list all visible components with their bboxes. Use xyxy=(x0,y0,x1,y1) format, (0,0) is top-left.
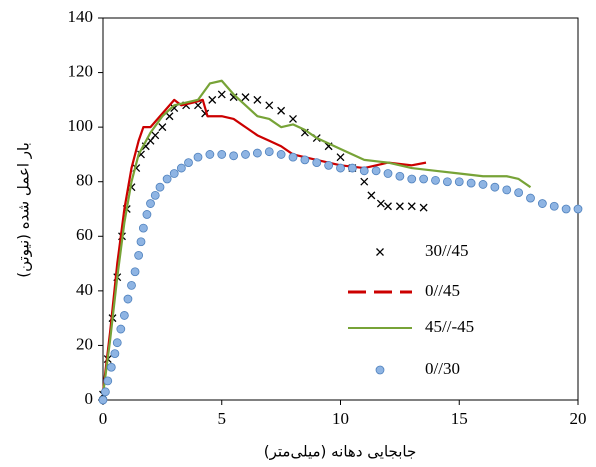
circle-marker xyxy=(324,160,334,170)
circle-marker xyxy=(106,362,116,372)
circle-marker xyxy=(110,349,120,359)
x-marker xyxy=(419,203,428,212)
x-marker xyxy=(360,177,369,186)
x-axis-label: جابجایی دهانه (میلی‌متر) xyxy=(264,443,416,461)
circle-marker xyxy=(100,387,110,397)
circle-marker xyxy=(502,185,512,195)
circle-marker xyxy=(229,151,239,161)
y-tick-label: 0 xyxy=(85,389,94,408)
circle-marker xyxy=(347,163,357,173)
circle-marker xyxy=(252,148,262,158)
legend-label: 0//45 xyxy=(425,281,460,300)
circle-marker xyxy=(383,169,393,178)
circle-marker xyxy=(490,182,500,192)
circle-marker xyxy=(241,150,250,159)
x-marker xyxy=(367,191,376,200)
circle-marker xyxy=(537,199,547,208)
circle-marker xyxy=(454,177,464,187)
circle-marker xyxy=(217,150,227,159)
legend-label: 0//30 xyxy=(425,359,460,378)
y-axis-label: بار اعمل شده (نیوتن) xyxy=(15,142,33,278)
circle-marker xyxy=(119,311,129,320)
circle-marker xyxy=(375,365,385,375)
circle-marker xyxy=(561,204,571,214)
circle-marker xyxy=(116,324,126,334)
y-tick-label: 140 xyxy=(68,7,94,26)
x-marker xyxy=(336,153,345,162)
circle-marker xyxy=(359,166,369,176)
x-tick-label: 15 xyxy=(451,409,468,428)
series-line xyxy=(101,79,532,395)
y-tick-label: 100 xyxy=(68,116,94,135)
plot-frame xyxy=(102,17,579,401)
circle-marker xyxy=(103,376,113,386)
circle-marker xyxy=(407,174,417,184)
circle-marker xyxy=(336,163,345,173)
circle-marker xyxy=(573,204,583,214)
circle-marker xyxy=(112,338,122,348)
circle-marker xyxy=(514,188,524,198)
circle-marker xyxy=(130,267,140,277)
circle-marker xyxy=(288,152,298,162)
circle-marker xyxy=(98,395,108,405)
x-marker xyxy=(158,123,167,132)
circle-marker xyxy=(162,174,172,184)
x-marker xyxy=(384,202,392,211)
circle-marker xyxy=(205,150,215,159)
x-marker xyxy=(208,95,217,104)
legend-label: 45//-45 xyxy=(425,317,474,336)
y-tick-label: 120 xyxy=(68,61,94,80)
circle-marker xyxy=(371,166,381,176)
circle-marker xyxy=(431,175,440,185)
x-marker xyxy=(395,202,404,211)
circle-marker xyxy=(146,199,155,208)
circle-marker xyxy=(127,280,136,290)
circle-marker xyxy=(395,171,405,181)
circle-marker xyxy=(549,201,559,211)
x-marker xyxy=(217,90,226,99)
x-marker xyxy=(407,202,416,211)
circle-marker xyxy=(184,158,193,168)
circle-marker xyxy=(312,158,322,168)
circle-marker xyxy=(264,147,274,157)
circle-marker xyxy=(136,237,146,247)
x-marker xyxy=(165,112,174,121)
y-tick-label: 40 xyxy=(76,280,93,299)
circle-marker xyxy=(155,182,165,192)
circle-marker xyxy=(142,210,152,219)
circle-marker xyxy=(123,294,133,304)
x-marker xyxy=(241,93,250,102)
circle-marker xyxy=(134,250,144,260)
circle-marker xyxy=(526,193,535,203)
x-marker xyxy=(253,95,262,104)
x-marker xyxy=(265,101,274,110)
circle-marker xyxy=(300,155,310,165)
circle-marker xyxy=(466,178,476,188)
x-marker xyxy=(376,199,385,208)
y-tick-label: 80 xyxy=(76,171,93,190)
legend-label: 30//45 xyxy=(425,241,468,260)
x-tick-label: 20 xyxy=(570,409,587,428)
series-line xyxy=(101,98,427,392)
x-tick-label: 0 xyxy=(99,409,108,428)
x-marker xyxy=(376,248,384,256)
x-marker xyxy=(151,131,160,140)
x-marker xyxy=(289,114,297,123)
y-tick-label: 60 xyxy=(76,225,93,244)
circle-marker xyxy=(442,177,452,187)
circle-marker xyxy=(193,152,203,162)
circle-marker xyxy=(138,223,148,233)
x-marker xyxy=(229,93,238,102)
circle-marker xyxy=(276,150,286,159)
circle-marker xyxy=(169,169,179,178)
circle-marker xyxy=(150,190,160,200)
x-marker xyxy=(277,106,286,115)
circle-marker xyxy=(419,174,429,184)
circle-marker xyxy=(478,180,488,189)
y-tick-label: 20 xyxy=(76,334,93,353)
x-tick-label: 10 xyxy=(332,409,349,428)
x-tick-label: 5 xyxy=(218,409,227,428)
circle-marker xyxy=(176,163,186,173)
